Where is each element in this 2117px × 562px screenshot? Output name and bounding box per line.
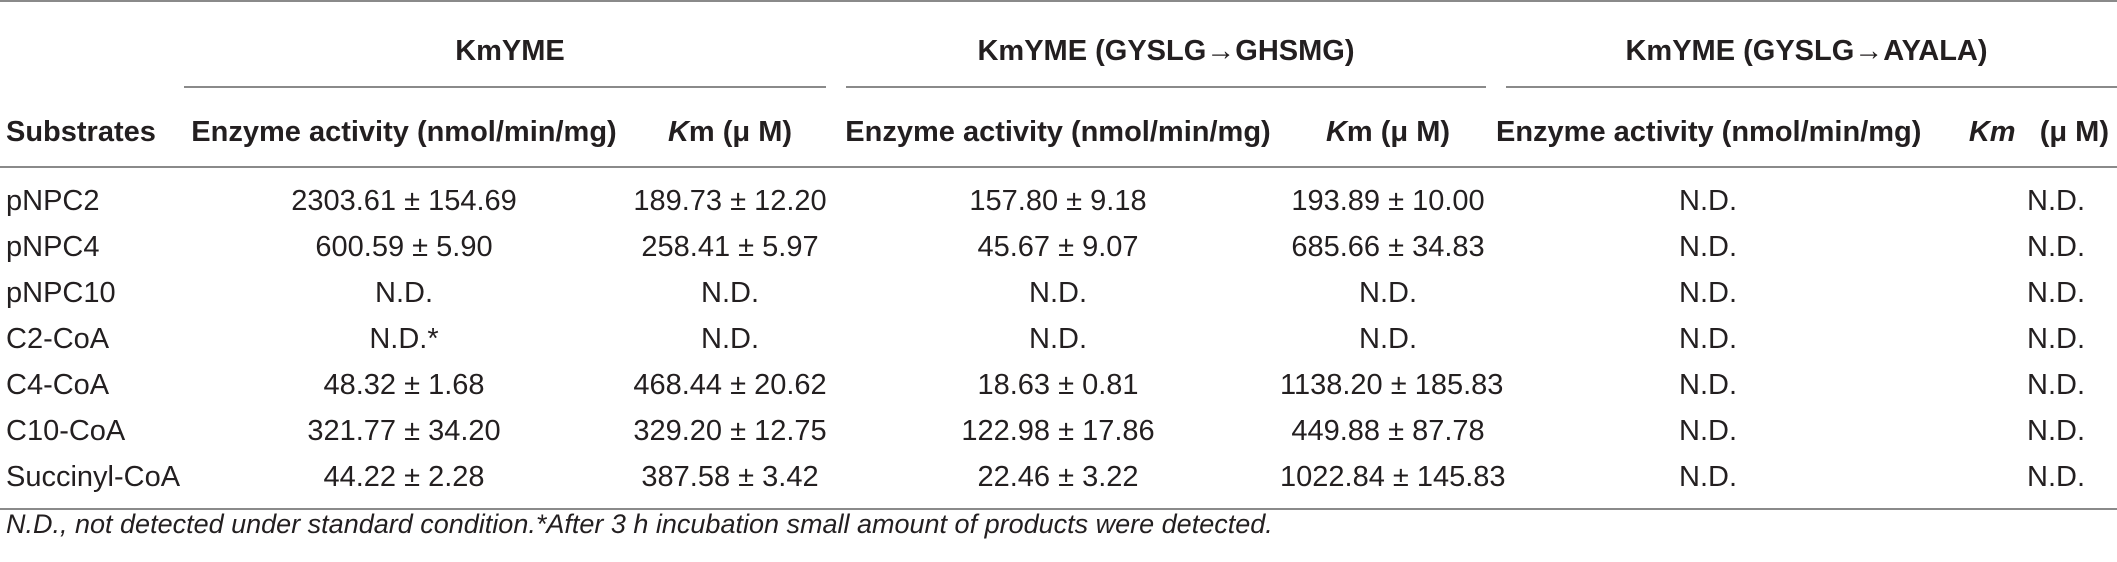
empty-header-cell [0,10,184,87]
enzyme-activity-header: Enzyme activity (nmol/min/mg) [184,98,624,168]
table-row: C10-CoA 321.77 ± 34.20 329.20 ± 12.75 12… [0,408,2117,454]
kinetics-table: KmYME KmYME (GYSLG→GHSMG) KmYME (GYSLG→A… [0,0,2117,510]
substrate-cell: pNPC2 [6,184,100,217]
group-header-ghsmg: KmYME (GYSLG→GHSMG) [977,34,1355,67]
value-cell: 321.77 ± 34.20 [307,414,501,447]
group-underline [826,86,1496,98]
value-cell: 600.59 ± 5.90 [315,230,493,263]
value-cell: N.D. [1679,230,1737,263]
value-cell: N.D. [1679,322,1737,355]
value-cell: N.D. [2027,414,2085,447]
value-cell: N.D. [701,322,759,355]
value-cell: 18.63 ± 0.81 [977,368,1139,401]
km-header: Km (μ M) [1920,98,2117,168]
table-row: pNPC10 N.D. N.D. N.D. N.D. N.D. N.D. [0,270,2117,316]
value-cell: N.D. [1679,184,1737,217]
km-header: Km (μ M) [1280,98,1496,168]
value-cell: N.D. [2027,230,2085,263]
substrate-cell: pNPC4 [6,230,100,263]
substrate-cell: C4-CoA [6,368,110,401]
value-cell: N.D. [1920,454,2117,510]
enzyme-activity-header: Enzyme activity (nmol/min/mg) [1496,98,1921,168]
value-cell: 189.73 ± 12.20 [633,184,827,217]
value-cell: 44.22 ± 2.28 [184,454,624,510]
table-row: pNPC2 2303.61 ± 154.69 189.73 ± 12.20 15… [0,167,2117,224]
value-cell: N.D. [2027,368,2085,401]
value-cell: N.D. [1359,322,1417,355]
table-row: C2-CoA N.D.* N.D. N.D. N.D. N.D. N.D. [0,316,2117,362]
value-cell: 48.32 ± 1.68 [323,368,485,401]
value-cell: N.D. [2027,276,2085,309]
value-cell: N.D. [1359,276,1417,309]
value-cell: N.D. [1029,276,1087,309]
value-cell: 193.89 ± 10.00 [1291,184,1485,217]
group-underline [184,86,836,98]
enzyme-activity-header: Enzyme activity (nmol/min/mg) [836,98,1280,168]
sub-header-row: Substrates Enzyme activity (nmol/min/mg)… [0,98,2117,168]
table-row: pNPC4 600.59 ± 5.90 258.41 ± 5.97 45.67 … [0,224,2117,270]
group-header-ayala: KmYME (GYSLG→AYALA) [1625,34,1988,67]
substrate-cell: Succinyl-CoA [0,454,184,510]
value-cell: N.D. [1679,276,1737,309]
value-cell: 258.41 ± 5.97 [641,230,819,263]
value-cell: N.D. [1496,454,1920,510]
table-row: Succinyl-CoA 44.22 ± 2.28 387.58 ± 3.42 … [0,454,2117,510]
value-cell: N.D. [1679,368,1737,401]
value-cell: 1022.84 ± 145.83 [1280,454,1506,510]
value-cell: N.D. [1029,322,1087,355]
value-cell: N.D.* [369,322,439,355]
value-cell: 2303.61 ± 154.69 [291,184,517,217]
value-cell: N.D. [701,276,759,309]
group-header-row: KmYME KmYME (GYSLG→GHSMG) KmYME (GYSLG→A… [0,10,2117,87]
value-cell: 157.80 ± 9.18 [969,184,1147,217]
value-cell: 387.58 ± 3.42 [624,454,836,510]
value-cell: 22.46 ± 3.22 [836,454,1280,510]
value-cell: N.D. [1679,414,1737,447]
substrates-header: Substrates [0,98,184,168]
value-cell: N.D. [2027,184,2085,217]
table-footnote: N.D., not detected under standard condit… [6,509,1273,539]
value-cell: 685.66 ± 34.83 [1291,230,1485,263]
substrate-cell: C10-CoA [6,414,126,447]
group-header-kmyme: KmYME [455,34,565,67]
table-row: C4-CoA 48.32 ± 1.68 468.44 ± 20.62 18.63… [0,362,2117,408]
top-rule [0,0,2117,10]
value-cell: 329.20 ± 12.75 [633,414,827,447]
value-cell: 449.88 ± 87.78 [1291,414,1485,447]
substrate-cell: C2-CoA [6,322,110,355]
value-cell: N.D. [2027,322,2085,355]
value-cell: N.D. [375,276,433,309]
value-cell: 468.44 ± 20.62 [633,368,827,401]
value-cell: 45.67 ± 9.07 [977,230,1139,263]
km-header: Km (μ M) [624,98,836,168]
value-cell: 1138.20 ± 185.83 [1280,368,1504,401]
substrate-cell: pNPC10 [6,276,116,309]
value-cell: 122.98 ± 17.86 [961,414,1155,447]
group-underline [1486,86,2117,98]
group-underline-row [0,86,2117,98]
